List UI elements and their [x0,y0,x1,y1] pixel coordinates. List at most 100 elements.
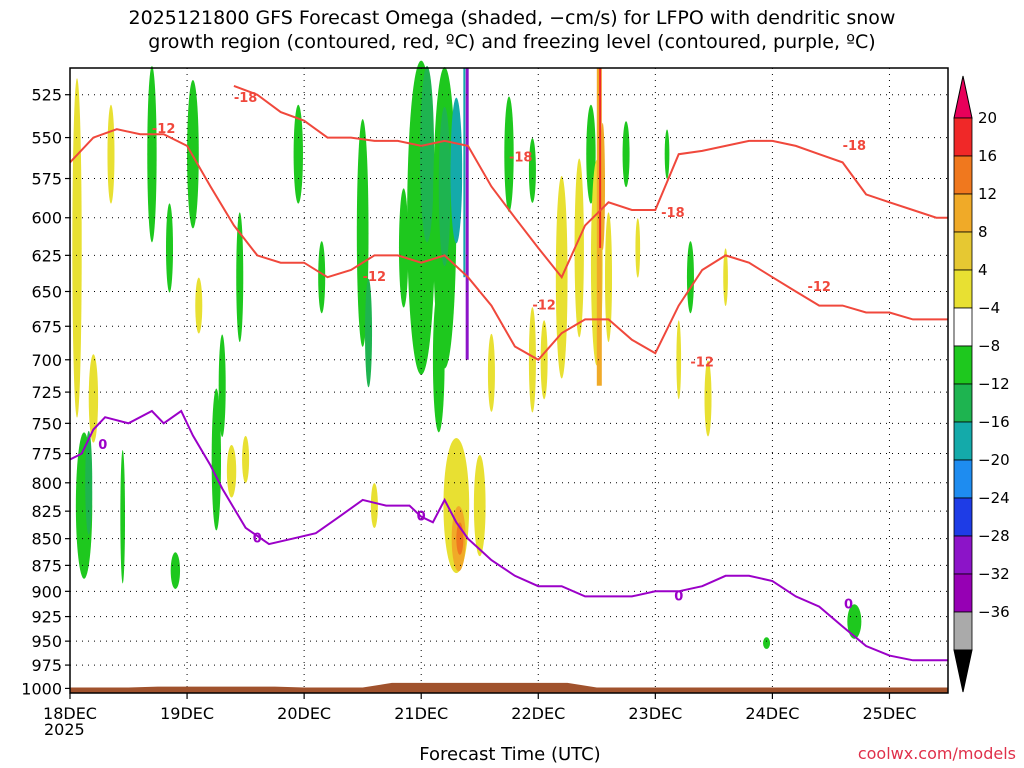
omega-shade-33 [504,96,514,212]
colorbar-cell-1 [953,117,973,157]
omega-shade-32 [487,333,495,412]
x-tick-label-0: 18DEC [43,704,97,723]
y-tick-label-700: 700 [31,351,62,370]
omega-shade-39 [586,104,596,204]
omega-shade-42 [604,212,613,343]
omega-shade-19 [365,278,373,388]
omega-shade-4 [107,104,115,204]
colorbar-cell-3 [953,193,973,233]
colorbar-label-1: 16 [978,147,997,165]
omega-shade-27 [432,287,445,433]
colorbar-label-6: −8 [978,337,1000,355]
omega-shade-8 [170,552,181,589]
omega-shade-47 [676,320,682,400]
omega-shade-17 [318,241,326,314]
y-tick-label-725: 725 [31,383,62,402]
omega-shade-50 [763,637,771,649]
omega-shade-3 [88,354,99,443]
x-tick-label-2: 20DEC [277,704,331,723]
y-tick-label-625: 625 [31,246,62,265]
omega-shade-46 [686,241,694,314]
contour-label-6: -12 [690,355,714,370]
colorbar-bottom-arrow [953,649,973,693]
dgz-minus18-contour [233,84,948,280]
year-label: 2025 [44,720,85,739]
contour-label-7: -18 [843,139,867,154]
omega-shade-11 [211,388,222,531]
x-tick-label-7: 25DEC [862,704,916,723]
omega-shade-16 [293,104,303,204]
freezing-level-contour [69,409,948,662]
omega-shade-7 [165,203,174,293]
chart-title: 2025121800 GFS Forecast Omega (shaded, −… [0,6,1024,54]
y-tick-label-600: 600 [31,209,62,228]
y-tick-label-775: 775 [31,445,62,464]
omega-shade-51 [847,604,862,639]
colorbar-label-3: 8 [978,223,988,241]
y-tick-label-675: 675 [31,317,62,336]
omega-shade-5 [120,450,126,584]
y-tick-label-1000: 1000 [21,679,62,698]
y-tick-label-975: 975 [31,656,62,675]
colorbar-cell-2 [953,155,973,195]
y-tick-label-850: 850 [31,530,62,549]
omega-strong-band-2 [463,68,466,278]
y-tick-label-900: 900 [31,582,62,601]
colorbar-label-12: −32 [978,565,1010,583]
omega-shade-18 [356,119,369,347]
x-tick-label-4: 22DEC [511,704,565,723]
contour-label-5: -18 [661,206,685,221]
dgz-minus12-contour [69,128,948,362]
omega-shade-48 [704,360,712,437]
omega-strong-band-1 [465,68,469,360]
contour-label-10: 0 [253,532,262,547]
omega-shade-14 [236,212,244,343]
omega-shade-25 [438,106,451,267]
omega-shade-12 [218,334,226,437]
colorbar-label-9: −20 [978,451,1010,469]
colorbar-cell-10 [953,459,973,499]
contour-label-1: -12 [152,122,176,137]
colorbar-top-arrow [953,75,973,119]
colorbar-cell-9 [953,421,973,461]
omega-shade-43 [622,121,630,188]
contour-label-8: -12 [807,280,831,295]
colorbar-label-0: 20 [978,109,997,127]
colorbar-cell-12 [953,535,973,575]
x-tick-label-3: 21DEC [394,704,448,723]
x-tick-label-1: 19DEC [160,704,214,723]
title-line-2: growth region (contoured, red, ºC) and f… [148,31,876,53]
omega-shade-34 [528,138,536,203]
colorbar-cell-6 [953,307,973,347]
y-tick-label-550: 550 [31,129,62,148]
colorbar-label-11: −28 [978,527,1010,545]
contour-label-2: -18 [509,150,533,165]
omega-shade-44 [635,218,641,278]
omega-shade-26 [450,97,463,244]
contour-label-0: -18 [234,91,258,106]
colorbar-label-8: −16 [978,413,1010,431]
colorbar-label-13: −36 [978,603,1010,621]
omega-shade-6 [147,65,157,243]
colorbar-label-5: −4 [978,299,1000,317]
terrain [70,682,948,693]
omega-shade-10 [195,277,203,334]
contour-label-3: -12 [363,270,387,285]
omega-shade-38 [574,158,584,338]
omega-shade-13 [226,444,237,498]
y-tick-label-925: 925 [31,608,62,627]
colorbar-cell-5 [953,269,973,309]
colorbar-label-10: −24 [978,489,1010,507]
omega-shade-20 [370,483,378,529]
omega-shade-23 [420,65,435,243]
colorbar-label-2: 12 [978,185,997,203]
omega-shade-31 [473,454,486,557]
y-tick-label-575: 575 [31,170,62,189]
colorbar-cell-11 [953,497,973,537]
credit-link[interactable]: coolwx.com/models [857,744,1016,763]
y-tick-label-875: 875 [31,556,62,575]
colorbar-cell-8 [953,383,973,423]
title-line-1: 2025121800 GFS Forecast Omega (shaded, −… [128,7,896,29]
x-tick-label-6: 24DEC [745,704,799,723]
